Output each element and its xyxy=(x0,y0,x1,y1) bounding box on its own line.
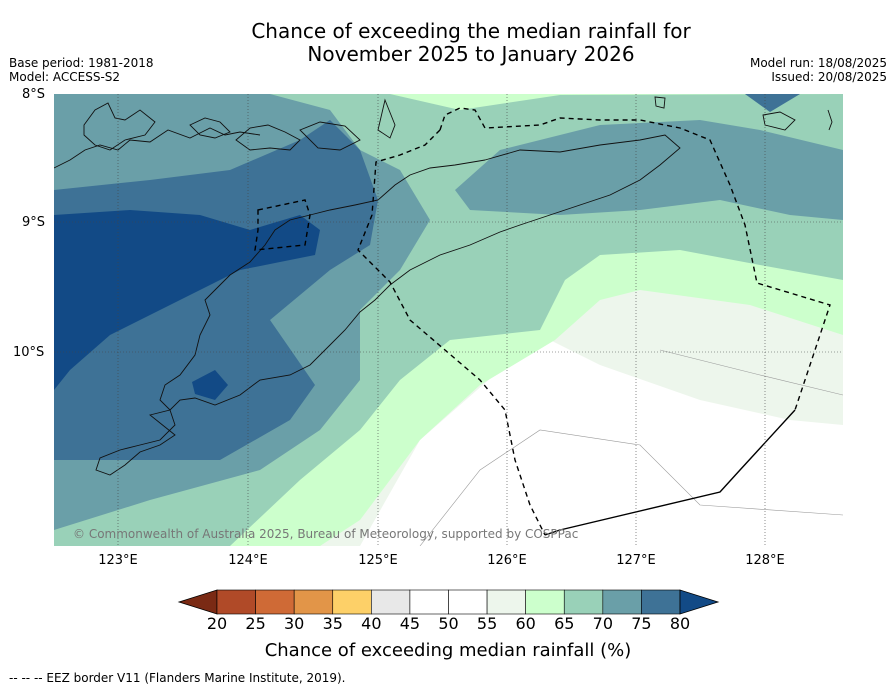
colorbar-tick-label: 80 xyxy=(669,614,691,633)
lat-label-9s: 9°S xyxy=(22,215,46,230)
lon-label-125e: 125°E xyxy=(358,553,398,568)
contour-line xyxy=(659,349,843,396)
lon-label-126e: 126°E xyxy=(487,553,527,568)
base-period-text: Base period: 1981-2018 xyxy=(9,56,154,70)
copyright-text: © Commonwealth of Australia 2025, Bureau… xyxy=(73,527,579,541)
eez-line-west xyxy=(357,129,546,536)
colorbar-swatch xyxy=(409,589,449,615)
island-coast xyxy=(762,111,796,131)
colorbar-tick-label: 55 xyxy=(476,614,498,633)
colorbar-swatch xyxy=(216,589,256,615)
colorbar-swatch xyxy=(525,589,565,615)
timor-coast xyxy=(159,134,681,411)
title-line-2: November 2025 to January 2026 xyxy=(307,42,635,66)
colorbar-tick-label: 50 xyxy=(438,614,459,633)
colorbar-tick-label: 65 xyxy=(554,614,575,633)
colorbar-extend-low xyxy=(177,589,218,615)
colorbar-tick-label: 60 xyxy=(515,614,536,633)
eez-border xyxy=(254,107,831,536)
lon-label-128e: 128°E xyxy=(745,553,785,568)
title-line-1: Chance of exceeding the median rainfall … xyxy=(251,19,691,43)
colorbar-tick-label: 35 xyxy=(322,614,343,633)
issued-text: Issued: 20/08/2025 xyxy=(771,70,887,84)
band-75-80 xyxy=(54,120,378,460)
colorbar-tick-label: 30 xyxy=(283,614,305,633)
colorbar-tick-label: 40 xyxy=(361,614,382,633)
colorbar-tick-label: 70 xyxy=(592,614,614,633)
colorbar-swatch xyxy=(448,589,488,615)
map-title: Chance of exceeding the median rainfall … xyxy=(0,20,896,66)
island-coast xyxy=(827,109,833,131)
lat-label-10s: 10°S xyxy=(13,345,45,360)
colorbar-swatch xyxy=(641,589,681,615)
colorbar-tick-label: 75 xyxy=(631,614,652,633)
gridlines xyxy=(54,94,843,546)
colorbar-extend-high xyxy=(679,589,720,615)
eez-footnote: -- -- -- EEZ border V11 (Flanders Marine… xyxy=(9,671,346,685)
colorbar-swatch xyxy=(255,589,295,615)
colorbar-swatch xyxy=(486,589,526,615)
band-70-75-east xyxy=(455,120,843,220)
colorbar-swatch xyxy=(602,589,642,615)
eez-line-north xyxy=(439,107,831,411)
eez-line-south xyxy=(544,409,796,536)
colorbar-swatch xyxy=(293,589,334,615)
lat-label-8s: 8°S xyxy=(22,87,46,102)
roti-coast xyxy=(95,409,176,476)
island-coast xyxy=(377,98,396,139)
island-coast xyxy=(83,102,156,151)
lon-label-127e: 127°E xyxy=(616,553,656,568)
colorbar-tick-label: 45 xyxy=(399,614,421,633)
island-coast xyxy=(299,121,361,151)
model-run-text: Model run: 18/08/2025 xyxy=(749,56,887,70)
island-coast xyxy=(654,96,666,109)
colorbar-swatch xyxy=(371,589,411,615)
band-75-80-corner xyxy=(745,94,800,112)
model-run-info: Model run: 18/08/2025 Issued: 20/08/2025 xyxy=(750,56,887,84)
rainfall-probability-field xyxy=(54,94,843,546)
lon-label-123e: 123°E xyxy=(98,553,138,568)
flores-coast xyxy=(54,127,261,169)
colorbar-swatch xyxy=(563,589,604,615)
model-text: Model: ACCESS-S2 xyxy=(9,70,121,84)
eez-enclave xyxy=(254,199,311,251)
lon-label-124e: 124°E xyxy=(228,553,268,568)
colorbar-swatch xyxy=(332,589,372,615)
colorbar-tick-label: 25 xyxy=(245,614,266,633)
island-coast xyxy=(189,117,231,139)
band-over-80-island xyxy=(192,370,228,400)
base-period-info: Base period: 1981-2018 Model: ACCESS-S2 xyxy=(9,56,154,84)
coastlines xyxy=(54,96,833,476)
colorbar-title: Chance of exceeding median rainfall (%) xyxy=(264,640,632,661)
band-over-80 xyxy=(54,210,320,390)
colorbar-tick-label: 20 xyxy=(206,614,228,633)
island-coast xyxy=(235,124,301,151)
contour-line xyxy=(419,429,843,546)
